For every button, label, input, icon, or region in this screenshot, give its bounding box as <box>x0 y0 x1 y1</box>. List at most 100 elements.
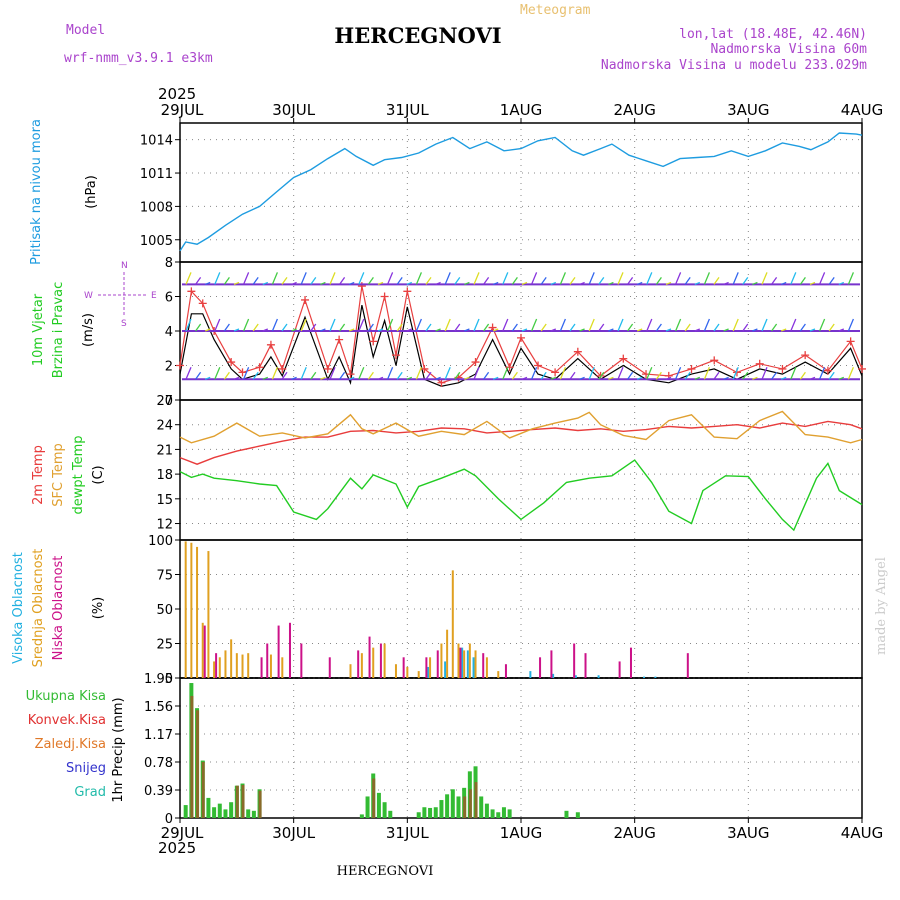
cloud-mid-bar <box>207 551 210 678</box>
precip-total-bar <box>575 812 580 818</box>
wind-barb <box>252 371 259 380</box>
cloud-mid-bar <box>269 654 272 678</box>
page-title: HERCEGNOVI <box>334 23 501 48</box>
wind-barb <box>588 367 595 380</box>
cloud-high-bar <box>552 673 555 678</box>
wind-barb <box>752 281 758 286</box>
wind-barb <box>847 272 855 285</box>
wind-barb <box>377 328 384 332</box>
wind-barb <box>828 371 835 380</box>
cloud-mid-bar <box>349 664 352 678</box>
wind-barb <box>195 371 202 380</box>
wind-barb <box>598 323 605 332</box>
wind-barb <box>761 367 768 380</box>
wind-barb <box>464 376 470 380</box>
ytick-label-pressure: 1005 <box>140 234 173 249</box>
wind-barb <box>185 318 192 332</box>
xtick-bottom-label: 4AUG <box>841 824 883 842</box>
wind-barb <box>559 272 567 285</box>
precip-total-bar <box>484 803 489 818</box>
precip-total-bar <box>223 809 228 818</box>
cloud-low-bar <box>266 643 269 678</box>
wind-barb <box>185 367 192 380</box>
wind-gust-marker <box>573 347 582 356</box>
wind-barb <box>243 367 250 380</box>
xtick-top-label: 29JUL <box>161 101 204 119</box>
temp-sfc-line <box>179 410 863 444</box>
wind-barb <box>713 371 720 380</box>
ytick-label-cloud: 25 <box>156 638 173 653</box>
marks-layer <box>176 132 866 818</box>
wind-barb <box>723 376 729 380</box>
wind-barb <box>320 328 326 332</box>
cloud-high-bar <box>597 675 600 678</box>
wind-barb <box>492 281 499 286</box>
wind-barb <box>387 367 394 380</box>
ytick-label-precip: 1.17 <box>144 728 173 743</box>
wind-gust-marker <box>255 363 264 372</box>
wind-gust-marker <box>187 287 196 296</box>
wind-barb <box>713 277 720 285</box>
wind-barb <box>655 323 662 332</box>
cloud-mid-bar <box>360 653 363 678</box>
wind-gust-marker <box>346 370 355 379</box>
cloud-high-bar <box>444 661 447 678</box>
ytick-label-wind: 0 <box>165 394 173 409</box>
wind-barb <box>233 328 240 332</box>
precip-legend-item: Konvek.Kisa <box>28 713 106 728</box>
model-elevation-text: Nadmorska Visina u modelu 233.029m <box>601 58 867 73</box>
wind-barb <box>790 318 797 332</box>
cloud-mid-bar <box>247 653 250 678</box>
wind-barb <box>204 376 211 380</box>
precip-total-bar <box>217 803 222 818</box>
ytick-label-cloud: 100 <box>148 534 173 549</box>
wind-barb <box>588 272 595 285</box>
wind-barb <box>818 367 826 380</box>
wind-barb <box>742 323 749 332</box>
precip-conv-bar <box>241 784 245 818</box>
panels-layer <box>175 118 863 823</box>
wind-barb <box>473 318 480 332</box>
precip-total-bar <box>183 805 188 818</box>
wind-barb <box>300 272 307 285</box>
wind-barb <box>262 328 269 332</box>
wind-barb <box>483 371 490 380</box>
wind-barb <box>771 277 778 285</box>
wind-barb <box>665 281 672 286</box>
wind-gust-marker <box>227 358 236 367</box>
cloud-mid-bar <box>446 629 449 678</box>
cloud-low-bar <box>482 653 485 678</box>
wind-barb <box>550 281 557 286</box>
wind-barb <box>214 272 221 285</box>
wind-barb <box>223 323 230 332</box>
cloud-low-bar <box>504 664 507 678</box>
wind-barb <box>809 281 816 286</box>
compass-s: S <box>121 319 127 329</box>
ytick-label-pressure: 1011 <box>140 167 173 182</box>
footer-title: HERCEGNOVI <box>337 864 434 879</box>
wind-barb <box>732 272 739 285</box>
wind-gust-marker <box>335 335 344 344</box>
xtick-top-label: 30JUL <box>272 101 315 119</box>
cloud-mid-bar <box>190 542 193 678</box>
compass-n: N <box>121 261 128 271</box>
ytick-label-wind: 2 <box>165 360 173 375</box>
precip-total-bar <box>376 792 381 818</box>
precip-conv-bar <box>372 778 376 818</box>
wind-barb <box>214 367 221 380</box>
wind-gust-marker <box>471 358 480 367</box>
wind-barb <box>243 272 250 285</box>
precip-total-bar <box>251 810 256 818</box>
cloud-low-bar <box>288 622 291 678</box>
cloud-low-bar <box>357 650 360 678</box>
cloud-mid-bar <box>201 622 204 678</box>
wind-barb <box>425 277 432 285</box>
ylabel-cloud-low: Niska Oblacnost <box>51 556 66 661</box>
wind-barb <box>310 371 317 380</box>
cloud-mid-bar <box>235 653 238 678</box>
wind-barb <box>348 281 355 286</box>
wind-gust-marker <box>710 356 719 365</box>
wind-barb <box>502 367 509 380</box>
wind-barb <box>723 328 729 332</box>
unit-temp: (C) <box>91 465 106 484</box>
